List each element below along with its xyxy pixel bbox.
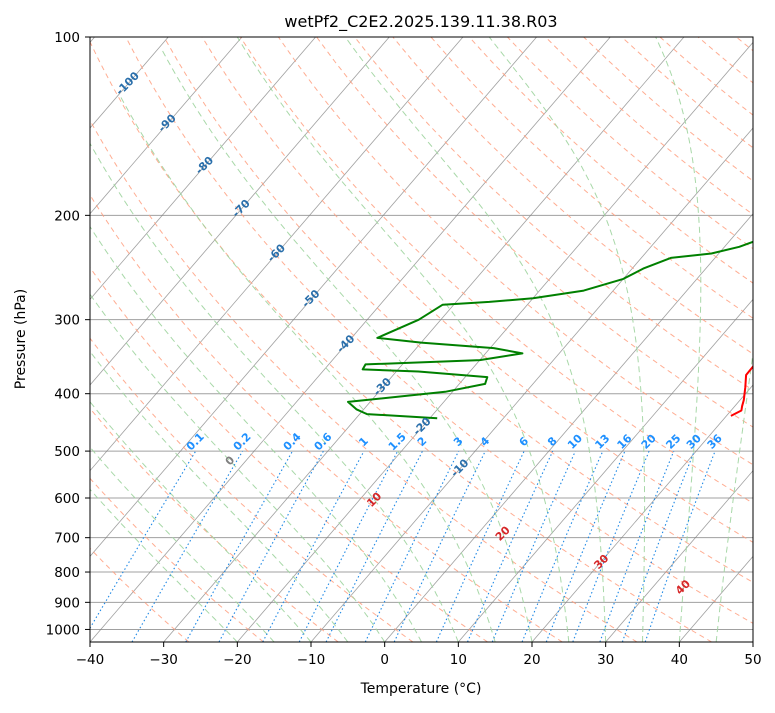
y-tick-label: 500 — [54, 444, 80, 460]
x-tick-label: −30 — [149, 652, 178, 668]
x-tick-label: −10 — [297, 652, 326, 668]
y-axis-label: Pressure (hPa) — [13, 289, 29, 389]
x-tick-label: 30 — [597, 652, 614, 668]
x-axis-label: Temperature (°C) — [360, 681, 482, 697]
x-tick-label: 50 — [744, 652, 761, 668]
y-tick-label: 400 — [54, 387, 80, 403]
y-tick-label: 300 — [54, 313, 80, 329]
y-tick-label: 100 — [54, 30, 80, 46]
x-tick-label: 0 — [380, 652, 389, 668]
y-tick-label: 600 — [54, 491, 80, 507]
x-tick-label: 40 — [671, 652, 688, 668]
chart-title: wetPf2_C2E2.2025.139.11.38.R03 — [284, 12, 557, 32]
y-tick-label: 800 — [54, 565, 80, 581]
y-tick-label: 900 — [54, 595, 80, 611]
y-tick-label: 700 — [54, 531, 80, 547]
x-tick-label: 20 — [523, 652, 540, 668]
x-tick-label: −20 — [223, 652, 252, 668]
x-tick-label: 10 — [450, 652, 467, 668]
y-tick-label: 200 — [54, 208, 80, 224]
x-tick-label: −40 — [76, 652, 105, 668]
y-tick-label: 1000 — [46, 622, 80, 638]
